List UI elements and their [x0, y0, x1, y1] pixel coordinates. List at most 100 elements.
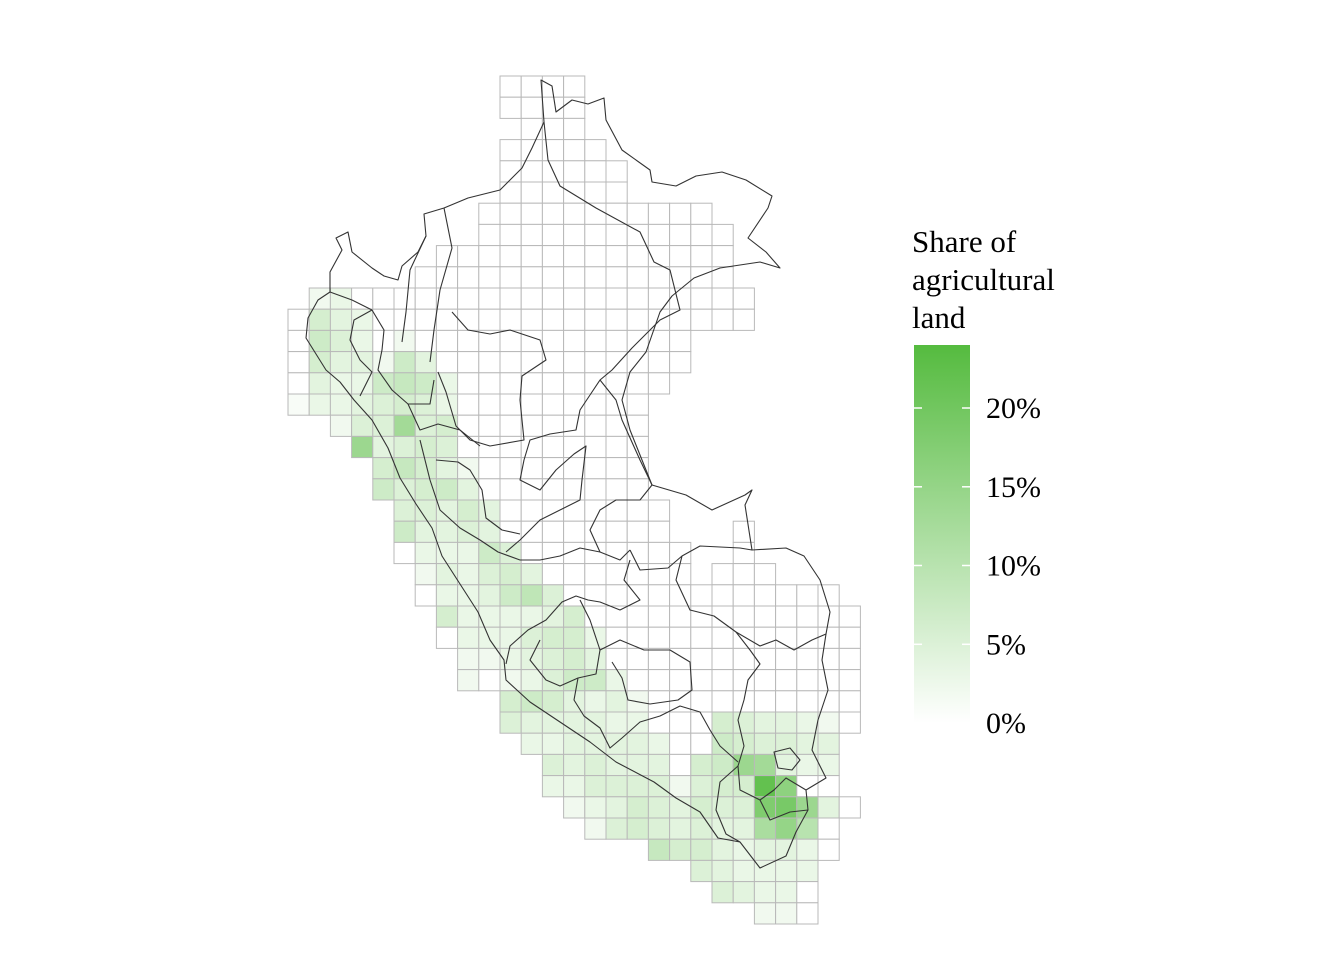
grid-cell [690, 647, 713, 671]
grid-cell [499, 139, 522, 162]
grid-cell [796, 605, 819, 628]
grid-cell [541, 372, 565, 395]
grid-cell [626, 202, 649, 225]
grid-cell [796, 859, 819, 883]
grid-cell [499, 202, 522, 225]
region-border [435, 459, 521, 535]
grid-cell [775, 838, 798, 861]
grid-cell [711, 647, 734, 671]
grid-cell [414, 308, 437, 331]
grid-cell [605, 478, 628, 501]
grid-cell [711, 838, 734, 861]
grid-cell [499, 245, 522, 268]
grid-cell [647, 266, 671, 289]
grid-cell [563, 202, 586, 225]
grid-cell [541, 457, 565, 480]
grid-cell [838, 626, 861, 649]
grid-cell [711, 732, 734, 755]
grid-cell [817, 647, 840, 671]
grid-cell [520, 96, 543, 119]
grid-cell [499, 499, 522, 522]
grid-cell [753, 732, 777, 755]
grid-cell [478, 605, 501, 628]
region-border [349, 309, 373, 397]
grid-cell [435, 499, 459, 522]
grid-cell [563, 117, 586, 141]
grid-cell [647, 669, 671, 692]
grid-cell [732, 308, 755, 331]
grid-cell [435, 478, 459, 501]
grid-cell [499, 351, 522, 374]
grid-cell [541, 499, 565, 522]
grid-cell [372, 414, 395, 437]
grid-cell [563, 223, 586, 247]
grid-cell [711, 563, 734, 586]
grid-cell [541, 308, 565, 331]
grid-cell [563, 626, 586, 649]
grid-cell [520, 393, 543, 416]
grid-cell [711, 308, 734, 331]
grid-cell [711, 669, 734, 692]
grid-cell [520, 329, 543, 353]
grid-cell [817, 732, 840, 755]
grid-cell [732, 584, 755, 607]
grid-cell [817, 711, 840, 734]
grid-cell [499, 711, 522, 734]
legend-title-line-1: Share of [912, 224, 1017, 259]
grid-cell [626, 266, 649, 289]
grid-cell [563, 796, 586, 819]
grid-cell [499, 372, 522, 395]
grid-cell [287, 351, 310, 374]
grid-cell [541, 351, 565, 374]
country-outline [305, 79, 831, 869]
grid-cell [457, 478, 480, 501]
grid-cell [351, 393, 374, 416]
grid-cell [669, 817, 692, 840]
grid-cell [669, 753, 692, 777]
grid-cell [478, 393, 501, 416]
grid-cell [414, 266, 437, 289]
grid-cell [605, 711, 628, 734]
grid-cell [647, 732, 671, 755]
grid-cell [605, 287, 628, 310]
grid-cell [584, 351, 607, 374]
grid-cell [478, 223, 501, 247]
grid-cell [457, 435, 480, 459]
grid-cell [563, 520, 586, 543]
grid-cell [435, 626, 459, 649]
grid-cell [605, 584, 628, 607]
grid-cell [753, 690, 777, 713]
region-border [329, 291, 435, 405]
grid-cell [393, 414, 416, 437]
grid-cell [753, 902, 777, 925]
grid-cell [457, 626, 480, 649]
grid-cell [711, 796, 734, 819]
grid-cell [457, 647, 480, 671]
grid-cell [711, 690, 734, 713]
grid-cell [520, 308, 543, 331]
region-border [715, 765, 741, 843]
grid-cell [584, 647, 607, 671]
grid-cell [732, 753, 755, 777]
grid-cell [308, 393, 331, 416]
grid-cell [732, 563, 755, 586]
grid-cell [563, 308, 586, 331]
grid-cell [478, 669, 501, 692]
grid-cell [499, 223, 522, 247]
grid-cell [775, 647, 798, 671]
grid-cell [669, 223, 692, 247]
grid-cell [499, 457, 522, 480]
grid-cell [711, 881, 734, 904]
grid-cell [520, 520, 543, 543]
grid-cell [605, 266, 628, 289]
grid-cell [584, 711, 607, 734]
grid-cell [499, 96, 522, 119]
grid-cell [796, 626, 819, 649]
grid-cell [753, 817, 777, 840]
grid-cell [647, 626, 671, 649]
grid-cell [563, 647, 586, 671]
grid-cell [393, 541, 416, 565]
grid-cell [732, 626, 755, 649]
grid-cell [478, 351, 501, 374]
grid-cell [584, 245, 607, 268]
